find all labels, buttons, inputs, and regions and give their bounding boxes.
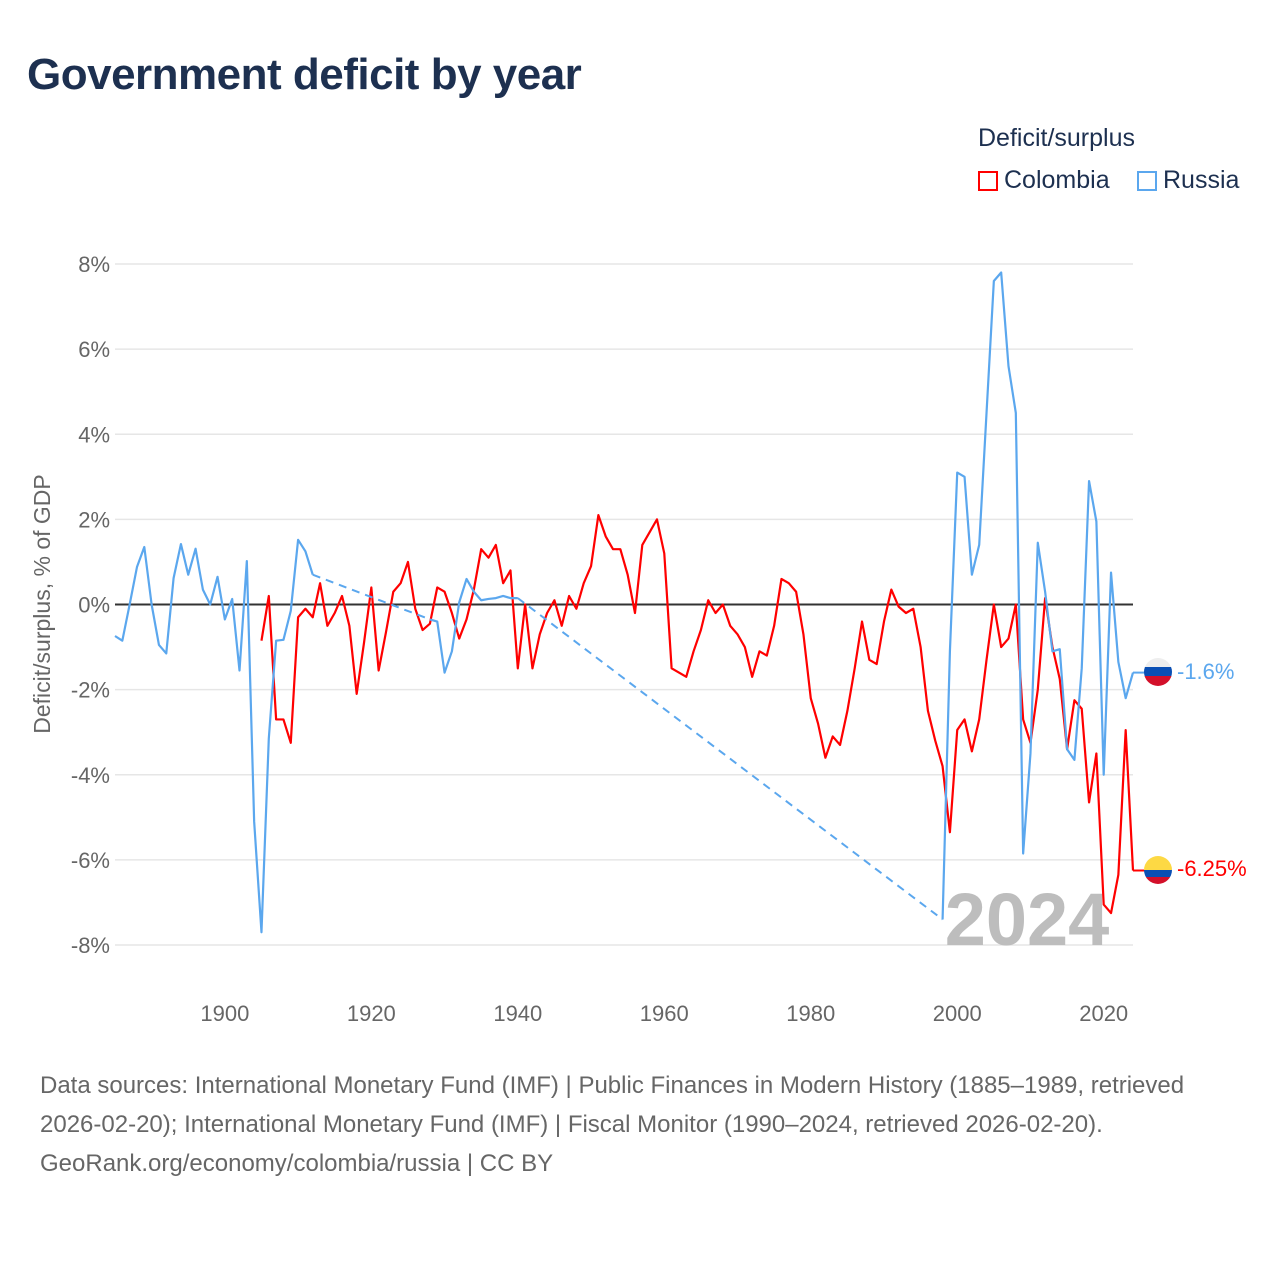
- russia-line: [429, 577, 518, 674]
- russia-gap-dashed-line: [312, 573, 431, 621]
- x-tick-label: 1960: [640, 1001, 689, 1026]
- colombia-flag-icon: [1144, 856, 1172, 884]
- y-tick-label: 0%: [78, 593, 110, 618]
- legend-item-colombia[interactable]: Colombia: [978, 166, 1110, 195]
- y-tick-label: -8%: [71, 933, 110, 958]
- y-tick-label: 6%: [78, 337, 110, 362]
- legend-swatch-russia: [1137, 170, 1157, 191]
- russia-end-label: -1.6%: [1177, 659, 1234, 684]
- legend-label: Russia: [1163, 166, 1240, 194]
- russia-line: [941, 271, 1135, 920]
- colombia-end-label: -6.25%: [1177, 856, 1247, 881]
- y-tick-label: -2%: [71, 678, 110, 703]
- legend-swatch-colombia: [978, 170, 998, 191]
- x-tick-label: 1980: [786, 1001, 835, 1026]
- russia-line: [114, 538, 314, 934]
- russia-gap-dashed-line: [517, 597, 944, 921]
- colombia-line: [260, 514, 1135, 915]
- data-sources: Data sources: International Monetary Fun…: [40, 1072, 1185, 1138]
- y-tick-label: -4%: [71, 763, 110, 788]
- line-chart: 8% 6% 4% 2% 0% -2% -4% -6% -8% 1900 1920 1940 1960 19…: [29, 252, 1247, 1026]
- y-tick-label: 2%: [78, 507, 110, 532]
- y-tick-label: 8%: [78, 252, 110, 277]
- y-tick-label: -6%: [71, 848, 110, 873]
- legend-title: Deficit/surplus: [978, 124, 1135, 152]
- y-tick-label: 4%: [78, 422, 110, 447]
- footer: Data sources: International Monetary Fun…: [40, 1066, 1240, 1183]
- credit-link[interactable]: GeoRank.org/economy/colombia/russia | CC…: [40, 1150, 554, 1177]
- year-watermark: 2024: [945, 878, 1110, 961]
- x-tick-label: 1920: [347, 1001, 396, 1026]
- x-tick-label: 2020: [1079, 1001, 1128, 1026]
- legend-label: Colombia: [1004, 166, 1110, 194]
- chart-title: Government deficit by year: [27, 50, 582, 99]
- x-tick-label: 2000: [933, 1001, 982, 1026]
- x-tick-label: 1940: [493, 1001, 542, 1026]
- y-axis-label: Deficit/surplus, % of GDP: [29, 474, 55, 733]
- russia-flag-icon: [1144, 658, 1172, 686]
- legend-item-russia[interactable]: Russia: [1137, 166, 1239, 195]
- x-tick-label: 1900: [200, 1001, 249, 1026]
